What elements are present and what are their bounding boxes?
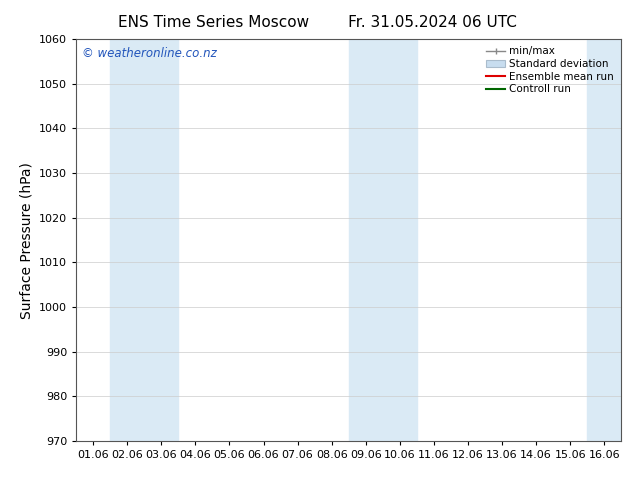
Bar [110, 39, 178, 441]
Bar [349, 39, 417, 441]
Bar [587, 39, 621, 441]
Legend: min/max, Standard deviation, Ensemble mean run, Controll run: min/max, Standard deviation, Ensemble me… [482, 42, 618, 98]
Text: ENS Time Series Moscow        Fr. 31.05.2024 06 UTC: ENS Time Series Moscow Fr. 31.05.2024 06… [117, 15, 517, 30]
Y-axis label: Surface Pressure (hPa): Surface Pressure (hPa) [20, 162, 34, 318]
Text: © weatheronline.co.nz: © weatheronline.co.nz [82, 47, 216, 60]
